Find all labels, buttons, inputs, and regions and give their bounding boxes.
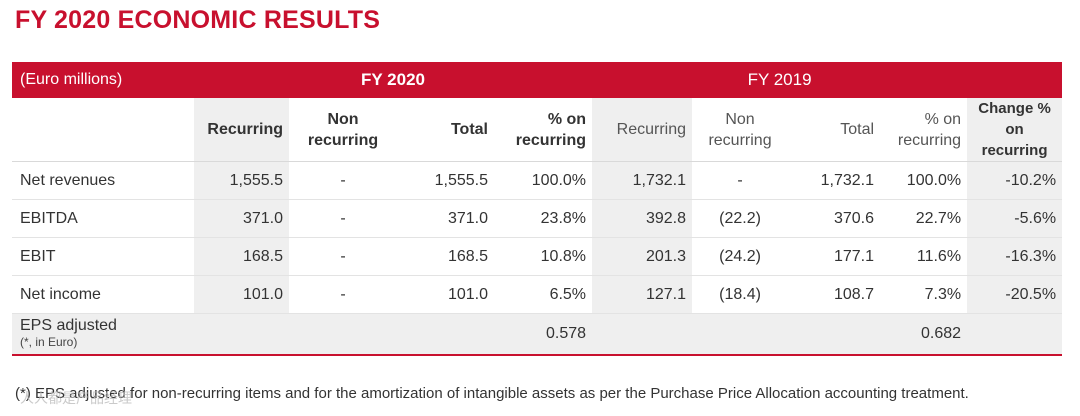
cell-pct-2019: 22.7% [880,199,968,238]
cell-pct-2020: 6.5% [494,275,593,314]
cell-recurring-2020: 101.0 [194,275,289,314]
row-label: EBIT [12,237,194,276]
cell-total-2020: 371.0 [397,199,494,238]
cell-pct-2019: 7.3% [880,275,968,314]
eps-blank [967,313,1063,356]
cell-recurring-2020: 371.0 [194,199,289,238]
header-blank [12,98,194,162]
cell-non-recurring-2019: (24.2) [692,237,789,276]
cell-change-pct: -5.6% [967,199,1063,238]
cell-recurring-2020: 168.5 [194,237,289,276]
eps-row: EPS adjusted (*, in Euro) 0.578 0.682 [12,313,1063,356]
cell-pct-2020: 10.8% [494,237,593,276]
cell-non-recurring-2020: - [289,199,397,238]
cell-non-recurring-2020: - [289,161,397,200]
cell-non-recurring-2020: - [289,237,397,276]
cell-change-pct: -20.5% [967,275,1063,314]
row-label: Net revenues [12,161,194,200]
cell-recurring-2019: 201.3 [592,237,693,276]
cell-recurring-2019: 1,732.1 [592,161,693,200]
eps-blank [289,313,397,356]
eps-blank [788,313,881,356]
cell-change-pct: -16.3% [967,237,1063,276]
cell-change-pct: -10.2% [967,161,1063,200]
col-pct-2020: % on recurring [494,98,593,162]
table-row: EBITDA 371.0 - 371.0 23.8% 392.8 (22.2) … [12,199,1063,238]
col-non-recurring-2019: Non recurring [692,98,789,162]
period-2020-header: FY 2020 [194,62,593,98]
cell-total-2019: 370.6 [788,199,881,238]
period-banner: (Euro millions) FY 2020 FY 2019 [12,62,1063,98]
col-recurring-2019: Recurring [592,98,693,162]
cell-pct-2020: 23.8% [494,199,593,238]
table-row: EBIT 168.5 - 168.5 10.8% 201.3 (24.2) 17… [12,237,1063,276]
cell-total-2019: 177.1 [788,237,881,276]
eps-blank [692,313,789,356]
results-table: (Euro millions) FY 2020 FY 2019 Recurrin… [12,62,1063,356]
cell-total-2020: 168.5 [397,237,494,276]
cell-pct-2020: 100.0% [494,161,593,200]
col-recurring-2020: Recurring [194,98,289,162]
cell-recurring-2020: 1,555.5 [194,161,289,200]
cell-recurring-2019: 392.8 [592,199,693,238]
table-row: Net income 101.0 - 101.0 6.5% 127.1 (18.… [12,275,1063,314]
cell-pct-2019: 100.0% [880,161,968,200]
eps-blank [397,313,494,356]
cell-total-2020: 101.0 [397,275,494,314]
eps-label-main: EPS adjusted [20,317,117,334]
cell-non-recurring-2019: - [692,161,789,200]
cell-non-recurring-2020: - [289,275,397,314]
eps-label-sub: (*, in Euro) [20,335,78,349]
eps-label: EPS adjusted (*, in Euro) [12,313,194,356]
eps-blank [592,313,693,356]
cell-total-2019: 1,732.1 [788,161,881,200]
period-2019-header: FY 2019 [592,62,968,98]
eps-value-2019: 0.682 [880,313,968,356]
col-change-pct: Change % on recurring [967,98,1063,162]
cell-non-recurring-2019: (22.2) [692,199,789,238]
cell-recurring-2019: 127.1 [592,275,693,314]
cell-pct-2019: 11.6% [880,237,968,276]
cell-total-2019: 108.7 [788,275,881,314]
eps-blank [194,313,289,356]
cell-non-recurring-2019: (18.4) [692,275,789,314]
cell-total-2020: 1,555.5 [397,161,494,200]
col-pct-2019: % on recurring [880,98,968,162]
eps-value-2020: 0.578 [494,313,593,356]
row-label: Net income [12,275,194,314]
unit-label: (Euro millions) [12,62,194,98]
page-title: FY 2020 ECONOMIC RESULTS [15,6,381,34]
banner-filler [967,62,1063,98]
col-total-2020: Total [397,98,494,162]
row-label: EBITDA [12,199,194,238]
col-non-recurring-2020: Non recurring [289,98,397,162]
column-header-row: Recurring Non recurring Total % on recurri… [12,98,1063,162]
table-row: Net revenues 1,555.5 - 1,555.5 100.0% 1,… [12,161,1063,200]
col-total-2019: Total [788,98,881,162]
footnote: (*) EPS adjusted for non-recurring items… [15,385,969,402]
